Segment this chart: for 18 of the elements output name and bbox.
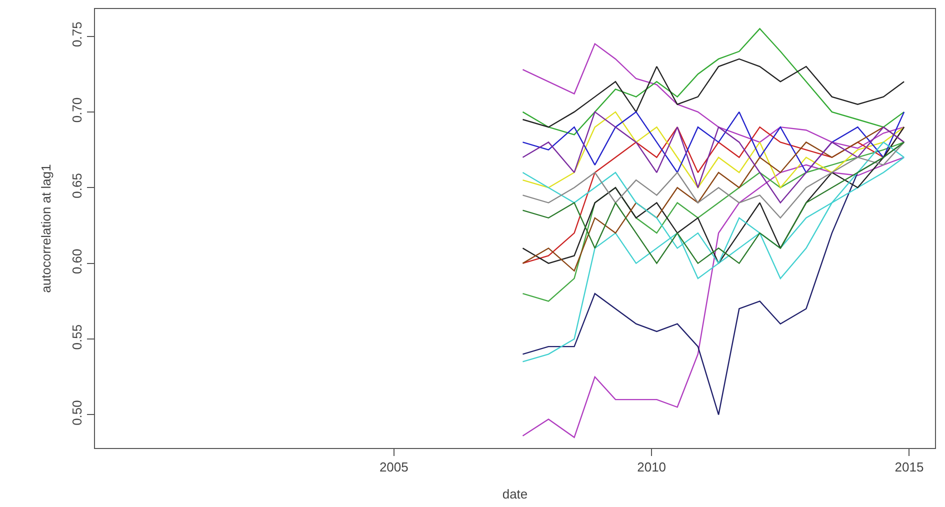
y-tick-label: 0.75 bbox=[70, 22, 85, 47]
line-series bbox=[522, 111, 905, 188]
line-series bbox=[522, 111, 905, 204]
x-tick-label: 2010 bbox=[637, 460, 666, 475]
x-tick-label: 2015 bbox=[894, 460, 924, 475]
line-series bbox=[522, 142, 905, 218]
y-tick-label: 0.65 bbox=[70, 173, 85, 198]
x-tick-label: 2005 bbox=[379, 460, 408, 475]
y-tick-label: 0.55 bbox=[70, 324, 85, 350]
line-series bbox=[522, 43, 905, 149]
y-tick-label: 0.60 bbox=[70, 248, 85, 274]
x-axis-title: date bbox=[502, 486, 528, 502]
line-series bbox=[522, 111, 905, 174]
y-tick-label: 0.50 bbox=[70, 400, 85, 426]
line-series bbox=[522, 28, 905, 136]
y-tick-label: 0.70 bbox=[70, 97, 85, 123]
line-series bbox=[522, 58, 905, 128]
y-axis-title: autocorrelation at lag1 bbox=[38, 164, 54, 293]
